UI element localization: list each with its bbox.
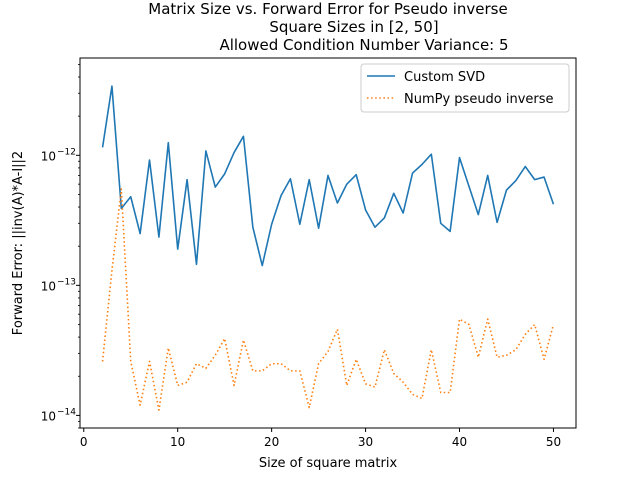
series-line-custom-svd [101,85,555,267]
y-tick-exponent: −14 [57,407,76,417]
x-axis-ticks: 0 10 20 30 40 50 [80,428,561,449]
y-tick-exponent: −13 [57,277,76,287]
legend: Custom SVD NumPy pseudo inverse [360,63,570,113]
chart-title-line-3: Allowed Condition Number Variance: 5 [219,36,508,54]
x-tick-label: 40 [452,435,467,449]
plot-frame [79,57,577,429]
y-tick-label: 10 [41,149,56,163]
plot-background [80,58,576,428]
y-tick-label: 10 [41,409,56,423]
legend-label-numpy-pinv: NumPy pseudo inverse [404,92,554,107]
legend-label-custom-svd: Custom SVD [404,70,485,85]
x-tick-label: 50 [546,435,561,449]
x-tick-label: 20 [264,435,279,449]
x-tick-label: 10 [170,435,185,449]
x-tick-label: 0 [80,435,88,449]
y-tick-label: 10 [41,279,56,293]
chart-title-line-1: Matrix Size vs. Forward Error for Pseudo… [148,0,507,18]
x-tick-label: 30 [358,435,373,449]
series-line-numpy-pinv [101,188,555,411]
legend-box [360,63,570,113]
chart-title-line-2: Square Sizes in [2, 50] [269,18,438,36]
x-axis-label: Size of square matrix [259,456,398,471]
series-layer [101,85,555,411]
y-tick-exponent: −12 [57,147,76,157]
y-axis-label: Forward Error: ||inv(A)*A-I||2 [11,151,26,335]
